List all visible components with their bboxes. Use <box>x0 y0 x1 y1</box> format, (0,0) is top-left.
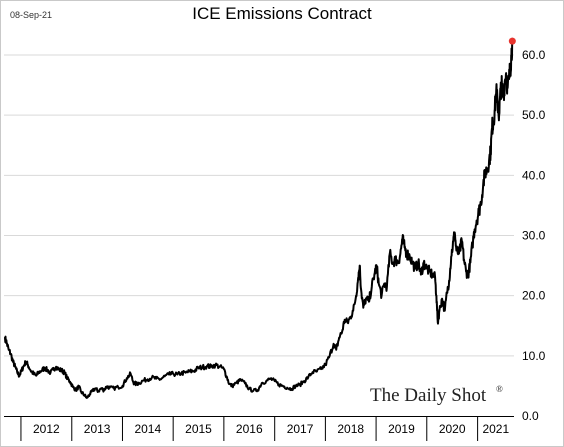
y-tick-label: 20.0 <box>522 289 546 303</box>
x-tick-label: 2015 <box>185 422 212 436</box>
x-tick-label: 2021 <box>482 422 509 436</box>
x-tick-label: 2018 <box>337 422 364 436</box>
x-axis-ticks: 2012 2013 2014 2015 2016 2017 2018 2019 2020 2021 <box>20 416 509 441</box>
x-tick-label: 2012 <box>33 422 60 436</box>
x-tick-label: 2019 <box>388 422 415 436</box>
y-tick-label: 10.0 <box>522 349 546 363</box>
y-tick-label: 40.0 <box>522 168 546 182</box>
x-tick-label: 2020 <box>439 422 466 436</box>
brand-logo: The Daily Shot <box>370 385 487 406</box>
x-tick-label: 2013 <box>84 422 111 436</box>
x-tick-label: 2017 <box>287 422 314 436</box>
series-line <box>4 37 514 399</box>
y-tick-label: 50.0 <box>522 108 546 122</box>
last-point-marker <box>508 37 516 45</box>
y-tick-label: 30.0 <box>522 229 546 243</box>
y-tick-label: 60.0 <box>522 48 546 62</box>
x-tick-label: 2016 <box>236 422 263 436</box>
y-axis-ticks: 0.0 10.0 20.0 30.0 40.0 50.0 60.0 <box>522 48 546 423</box>
brand-registered-mark: ® <box>496 384 503 394</box>
date-label: 08-Sep-21 <box>10 10 53 20</box>
chart-title: ICE Emissions Contract <box>192 4 372 23</box>
x-tick-label: 2014 <box>134 422 161 436</box>
grid-lines <box>4 54 514 357</box>
y-tick-label: 0.0 <box>522 409 539 423</box>
